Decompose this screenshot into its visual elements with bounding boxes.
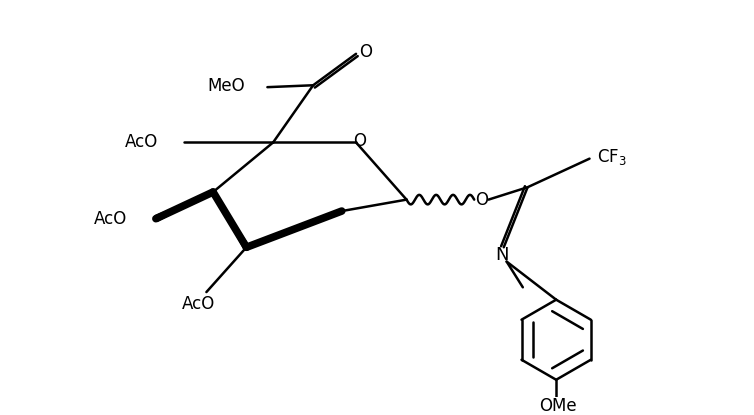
Text: O: O [354, 132, 366, 151]
Text: AcO: AcO [124, 134, 158, 151]
Text: AcO: AcO [94, 210, 127, 228]
Text: OMe: OMe [539, 398, 577, 415]
Text: AcO: AcO [182, 295, 216, 312]
Text: O: O [475, 190, 489, 209]
Text: N: N [495, 246, 509, 264]
Text: CF$_3$: CF$_3$ [596, 147, 627, 167]
Text: MeO: MeO [208, 77, 246, 95]
Polygon shape [213, 192, 250, 249]
Polygon shape [155, 192, 213, 222]
Text: O: O [359, 43, 372, 61]
